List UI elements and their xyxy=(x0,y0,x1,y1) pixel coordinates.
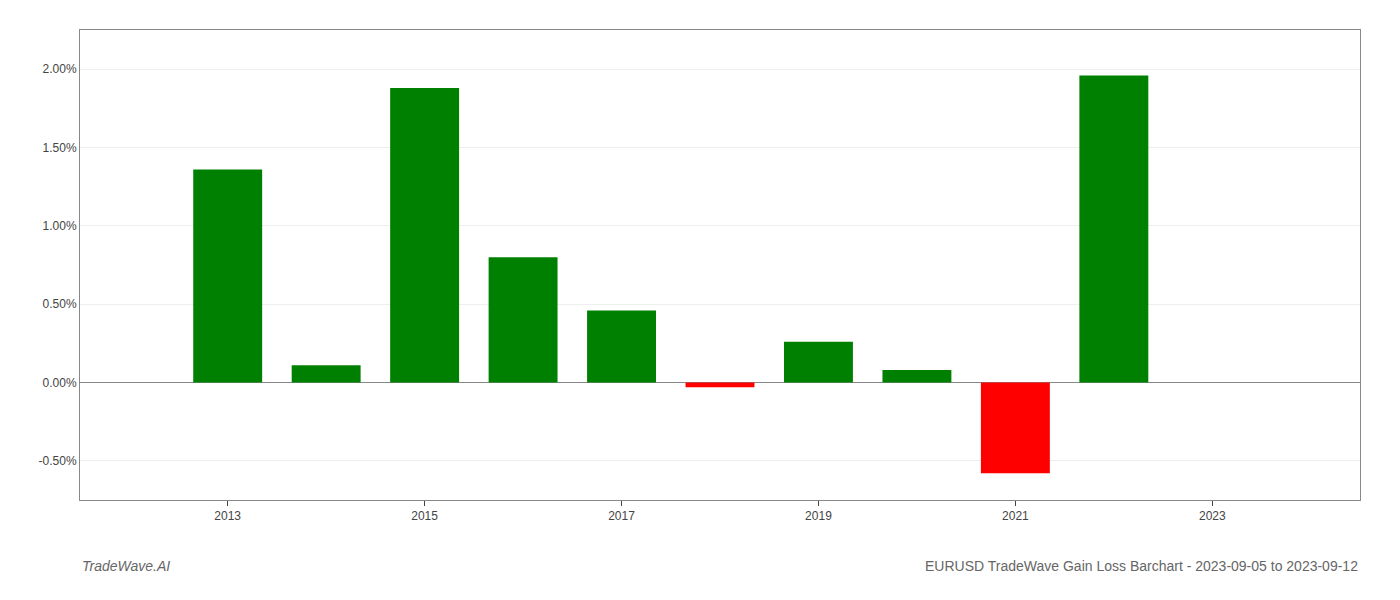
svg-text:-0.50%: -0.50% xyxy=(39,454,77,468)
svg-text:1.50%: 1.50% xyxy=(43,141,77,155)
svg-text:2023: 2023 xyxy=(1199,509,1226,523)
svg-text:2.00%: 2.00% xyxy=(43,62,77,76)
svg-text:2015: 2015 xyxy=(411,509,438,523)
svg-text:TradeWave.AI: TradeWave.AI xyxy=(82,558,170,574)
svg-text:2017: 2017 xyxy=(608,509,635,523)
svg-text:0.00%: 0.00% xyxy=(43,376,77,390)
svg-text:EURUSD TradeWave Gain Loss Bar: EURUSD TradeWave Gain Loss Barchart - 20… xyxy=(925,558,1358,574)
svg-text:2019: 2019 xyxy=(805,509,832,523)
svg-text:1.00%: 1.00% xyxy=(43,219,77,233)
svg-text:0.50%: 0.50% xyxy=(43,297,77,311)
svg-text:2021: 2021 xyxy=(1002,509,1029,523)
svg-text:2013: 2013 xyxy=(214,509,241,523)
